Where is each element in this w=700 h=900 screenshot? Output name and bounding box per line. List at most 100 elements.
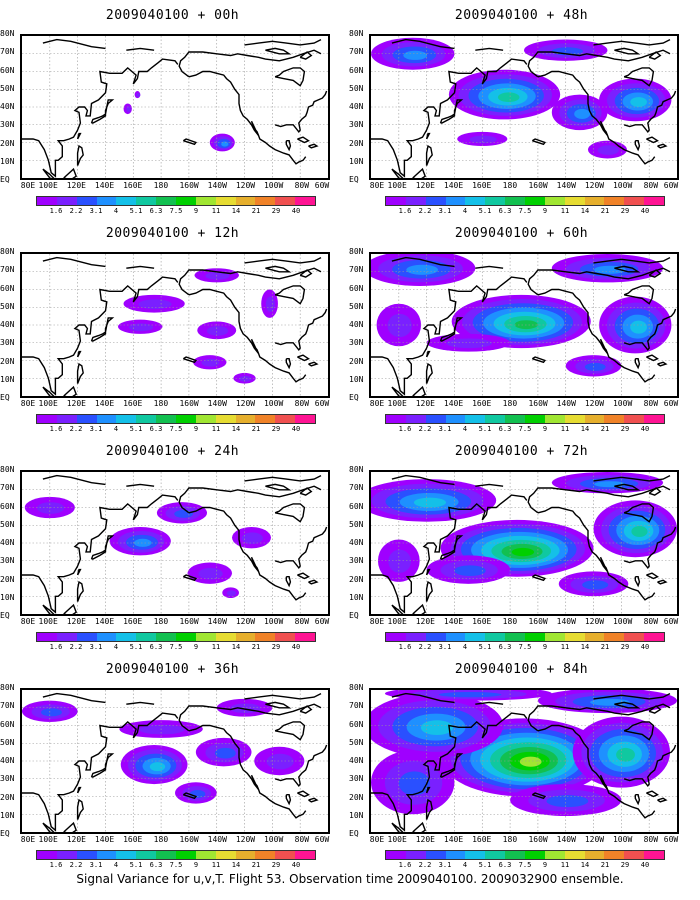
- forecast-panel: 2009040100 + 24h 80N 70N 60N 50N 40N 30N 20N 10N…: [0, 436, 345, 651]
- variance-contour: [438, 691, 502, 698]
- colorbar-swatch: [37, 197, 57, 205]
- longitude-tick-label: 120W: [235, 181, 256, 190]
- longitude-tick-label: 140E: [443, 399, 464, 408]
- colorbar-swatch: [425, 197, 446, 205]
- coastline: [178, 267, 322, 296]
- longitude-tick-label: 140W: [556, 399, 576, 408]
- colorbar-tick-label: 40: [640, 425, 650, 433]
- latitude-tick-label: 80N: [0, 29, 15, 38]
- longitude-tick-label: 100W: [263, 835, 284, 844]
- colorbar-tick-label: 9: [193, 861, 199, 869]
- latitude-tick-label: 20N: [349, 138, 364, 148]
- longitude-tick-label: 120E: [415, 399, 435, 408]
- latitude-axis: 80N 70N 60N 50N 40N 30N 20N 10N EQ: [349, 248, 369, 402]
- colorbar-swatch: [624, 851, 645, 859]
- latitude-tick-label: 30N: [349, 120, 364, 130]
- coastline: [648, 269, 662, 278]
- colorbar-swatch: [295, 851, 316, 859]
- coastline: [182, 356, 198, 364]
- colorbar-swatch: [136, 197, 157, 205]
- figure-caption: Signal Variance for u,v,T. Flight 53. Ob…: [76, 872, 624, 886]
- coastline: [371, 276, 528, 396]
- colorbar-swatch: [235, 633, 256, 641]
- coastline: [285, 794, 292, 806]
- colorbar-tick-label: 29: [620, 861, 630, 869]
- colorbar-swatch: [76, 415, 97, 423]
- colorbar-swatch: [485, 851, 506, 859]
- colorbar-tick-label: 29: [620, 207, 630, 215]
- map-frame: [20, 470, 330, 616]
- longitude-tick-label: 100W: [263, 399, 284, 408]
- coastline: [391, 386, 404, 396]
- longitude-tick-label: 80E: [369, 399, 385, 408]
- longitude-tick-label: 120W: [584, 617, 605, 626]
- colorbar-swatch: [176, 197, 196, 205]
- coastline: [188, 506, 307, 601]
- coastline: [265, 265, 292, 273]
- longitude-tick-label: 100W: [612, 399, 633, 408]
- colorbar-tick-label: 14: [231, 643, 241, 651]
- colorbar-swatch: [564, 851, 585, 859]
- coastline: [126, 47, 155, 51]
- longitude-tick-label: 80E: [20, 399, 36, 408]
- coastline: [623, 744, 677, 788]
- coastline: [425, 132, 431, 140]
- variance-contour: [584, 362, 606, 371]
- coastline: [63, 603, 78, 614]
- variance-contour: [41, 708, 62, 717]
- colorbar-tick-label: 3.1: [438, 425, 452, 433]
- colorbar-tick-label: 29: [271, 861, 281, 869]
- variance-contour: [126, 106, 131, 113]
- colorbar-tick-label: 5.1: [478, 643, 492, 651]
- colorbar-swatch: [37, 851, 57, 859]
- longitude-tick-label: 160E: [472, 617, 492, 626]
- map-svg: [371, 690, 677, 832]
- coastline: [244, 256, 322, 264]
- coastline: [285, 576, 292, 588]
- longitude-tick-label: 160W: [179, 617, 199, 626]
- colorbar-tick-label: 5.1: [129, 425, 143, 433]
- coastline: [76, 350, 82, 358]
- colorbar-tick-label: 4: [462, 861, 468, 869]
- colorbar-swatch: [624, 633, 645, 641]
- colorbar-swatch: [96, 633, 117, 641]
- coastline: [297, 136, 310, 144]
- coastline: [527, 485, 671, 514]
- coastline: [22, 494, 179, 614]
- colorbar-swatch: [295, 633, 316, 641]
- latitude-tick-label: 40N: [0, 320, 15, 329]
- longitude-tick-label: 140W: [207, 835, 227, 844]
- latitude-tick-label: 60N: [349, 283, 364, 293]
- longitude-tick-label: 140W: [556, 835, 576, 844]
- latitude-tick-label: 30N: [0, 556, 15, 566]
- colorbar-tick-label: 7.5: [518, 643, 532, 651]
- longitude-tick-label: 160E: [123, 835, 143, 844]
- colorbar-swatch: [386, 633, 406, 641]
- coastline: [425, 798, 433, 820]
- variance-contour: [469, 135, 497, 144]
- longitude-tick-label: 100W: [612, 835, 633, 844]
- colorbar-tick-label: 2.2: [69, 643, 83, 651]
- colorbar-tick-label: 6.3: [149, 861, 163, 869]
- coastline: [371, 712, 528, 832]
- latitude-tick-label: 80N: [0, 465, 15, 474]
- colorbar-swatch: [156, 197, 177, 205]
- colorbar-tick-label: 4: [462, 643, 468, 651]
- longitude-tick-label: 160W: [528, 617, 548, 626]
- longitude-tick-label: 140E: [94, 399, 115, 408]
- colorbar-tick-label: 14: [231, 207, 241, 215]
- colorbar-tick-label: 6.3: [498, 425, 512, 433]
- coastline: [244, 692, 322, 700]
- panel-title: 2009040100 + 24h: [105, 444, 240, 459]
- longitude-tick-label: 100E: [387, 617, 407, 626]
- coastline: [657, 143, 668, 149]
- map-frame: [369, 252, 679, 398]
- map-svg: [22, 690, 328, 832]
- colorbar: [385, 414, 665, 424]
- colorbar-labels: 1.6 2.2 3.1 4 5.1 6.3 7.5 9 11 14 21 29 40: [385, 425, 665, 433]
- longitude-tick-label: 160E: [123, 617, 143, 626]
- longitude-tick-label: 80E: [20, 835, 36, 844]
- colorbar-swatch: [136, 633, 157, 641]
- map-frame: [369, 470, 679, 616]
- colorbar-swatch: [215, 415, 236, 423]
